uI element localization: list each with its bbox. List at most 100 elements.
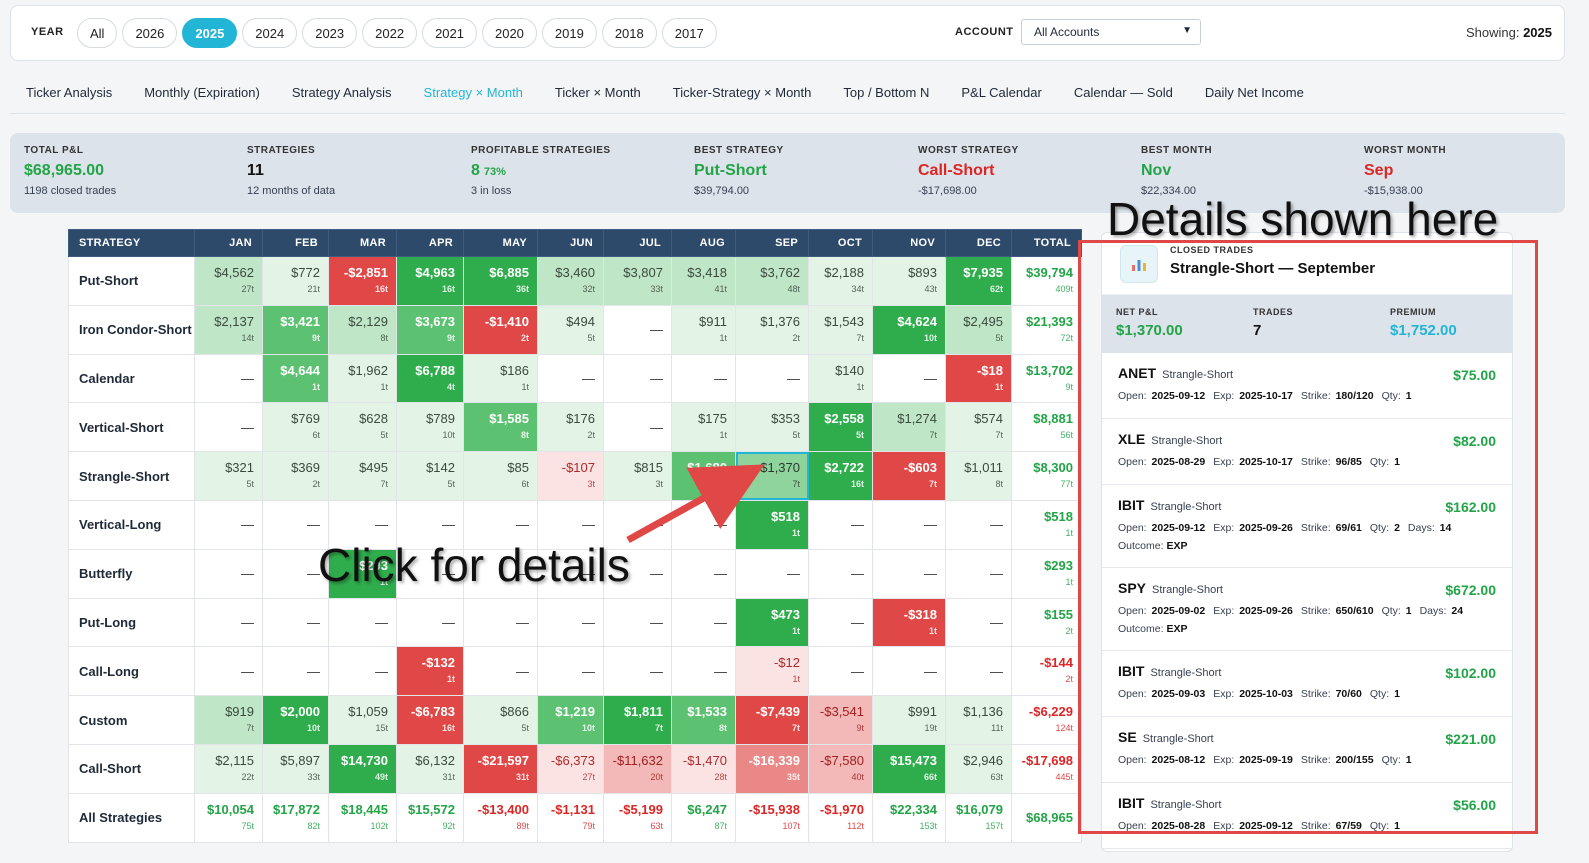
table-cell[interactable]: $3,807 33t xyxy=(603,256,672,306)
table-cell[interactable]: $6,247 87t xyxy=(671,792,736,843)
table-cell[interactable]: $574 7t xyxy=(945,402,1012,453)
table-cell[interactable]: $85 6t xyxy=(463,451,538,501)
table-cell[interactable]: -$5,199 63t xyxy=(603,792,672,843)
table-cell[interactable]: -$6,783 16t xyxy=(396,695,464,745)
table-cell[interactable]: $1,059 15t xyxy=(328,695,397,745)
table-cell[interactable]: $628 5t xyxy=(328,402,397,453)
year-pill-2024[interactable]: 2024 xyxy=(242,18,298,48)
table-cell[interactable]: $1,811 7t xyxy=(603,695,672,745)
table-cell[interactable]: $1,962 1t xyxy=(328,353,397,404)
table-cell[interactable]: $6,788 4t xyxy=(396,353,464,404)
table-cell[interactable]: $1,219 10t xyxy=(537,695,604,745)
tab-top-bottom-n[interactable]: Top / Bottom N xyxy=(843,85,930,100)
tab-ticker-analysis[interactable]: Ticker Analysis xyxy=(26,85,113,100)
table-cell[interactable]: $3,418 41t xyxy=(671,256,736,306)
table-cell[interactable]: $789 10t xyxy=(396,402,464,453)
table-cell[interactable]: $1,585 8t xyxy=(463,402,538,453)
table-cell[interactable]: -$7,439 7t xyxy=(735,695,809,745)
table-cell[interactable]: $175 1t xyxy=(671,402,736,453)
year-pill-2018[interactable]: 2018 xyxy=(601,18,657,48)
table-cell[interactable]: $176 2t xyxy=(537,402,604,453)
table-cell[interactable]: $1,533 8t xyxy=(671,695,736,745)
table-cell[interactable]: -$2,851 16t xyxy=(328,256,397,306)
table-cell[interactable]: $2,115 22t xyxy=(194,743,263,794)
account-select[interactable]: All Accounts ▼ xyxy=(1021,19,1201,45)
table-cell[interactable]: $3,421 9t xyxy=(262,304,329,355)
table-cell[interactable]: $815 3t xyxy=(603,451,672,501)
year-pill-2019[interactable]: 2019 xyxy=(541,18,597,48)
year-pill-2025[interactable]: 2025 xyxy=(182,18,238,48)
table-cell[interactable]: $22,334 153t xyxy=(872,792,946,843)
table-cell[interactable]: $772 21t xyxy=(262,256,329,306)
table-cell[interactable]: $1,136 11t xyxy=(945,695,1012,745)
table-cell[interactable]: $3,762 48t xyxy=(735,256,809,306)
tab-daily-net-income[interactable]: Daily Net Income xyxy=(1204,85,1304,100)
table-cell[interactable]: -$1,470 28t xyxy=(671,743,736,794)
trade-item[interactable]: XLE Strangle-Short $82.00 Open: 2025-08-29 E… xyxy=(1102,419,1512,485)
table-cell[interactable]: $1,370 7t xyxy=(735,451,809,501)
table-cell[interactable]: -$132 1t xyxy=(396,646,464,697)
table-cell[interactable]: $16,079 157t xyxy=(945,792,1012,843)
table-cell[interactable]: $991 19t xyxy=(872,695,946,745)
trade-item[interactable]: SE Strangle-Short $221.00 Open: 2025-08-12 E… xyxy=(1102,717,1512,783)
table-cell[interactable]: -$1,410 2t xyxy=(463,304,538,355)
table-cell[interactable]: $2,000 10t xyxy=(262,695,329,745)
table-cell[interactable]: $14,730 49t xyxy=(328,743,397,794)
table-cell[interactable]: -$603 7t xyxy=(872,451,946,501)
table-cell[interactable]: -$318 1t xyxy=(872,597,946,648)
table-cell[interactable]: $5,897 33t xyxy=(262,743,329,794)
table-cell[interactable]: $1,011 8t xyxy=(945,451,1012,501)
table-cell[interactable]: $4,644 1t xyxy=(262,353,329,404)
table-cell[interactable]: -$15,938 107t xyxy=(735,792,809,843)
table-cell[interactable]: -$11,632 20t xyxy=(603,743,672,794)
tab-ticker-strategy-month[interactable]: Ticker-Strategy × Month xyxy=(672,85,812,100)
table-cell[interactable]: $1,543 7t xyxy=(808,304,873,355)
table-cell[interactable]: -$1,131 79t xyxy=(537,792,604,843)
table-cell[interactable]: $353 5t xyxy=(735,402,809,453)
year-pill-2020[interactable]: 2020 xyxy=(481,18,537,48)
table-cell[interactable]: $17,872 82t xyxy=(262,792,329,843)
table-cell[interactable]: $140 1t xyxy=(808,353,873,404)
table-cell[interactable]: $1,680 3t xyxy=(671,451,736,501)
trade-item[interactable]: IBIT Strangle-Short $102.00 Open: 2025-09-0… xyxy=(1102,651,1512,717)
table-cell[interactable]: $142 5t xyxy=(396,451,464,501)
trade-item[interactable]: IBIT Strangle-Short $162.00 Open: 2025-09-1… xyxy=(1102,485,1512,568)
tab-calendar-sold[interactable]: Calendar — Sold xyxy=(1073,85,1173,100)
table-cell[interactable]: $2,137 14t xyxy=(194,304,263,355)
year-pill-all[interactable]: All xyxy=(77,18,118,48)
table-cell[interactable]: $10,054 75t xyxy=(194,792,263,843)
table-cell[interactable]: $769 6t xyxy=(262,402,329,453)
table-cell[interactable]: $919 7t xyxy=(194,695,263,745)
table-cell[interactable]: $4,562 27t xyxy=(194,256,263,306)
table-cell[interactable]: -$21,597 31t xyxy=(463,743,538,794)
table-cell[interactable]: $2,558 5t xyxy=(808,402,873,453)
table-cell[interactable]: $1,274 7t xyxy=(872,402,946,453)
trade-item[interactable]: IBIT Strangle-Short $56.00 Open: 2025-08-28… xyxy=(1102,783,1512,849)
table-cell[interactable]: $911 1t xyxy=(671,304,736,355)
table-cell[interactable]: $2,129 8t xyxy=(328,304,397,355)
table-cell[interactable]: -$6,373 27t xyxy=(537,743,604,794)
table-cell[interactable]: $3,673 9t xyxy=(396,304,464,355)
tab-p-l-calendar[interactable]: P&L Calendar xyxy=(961,85,1042,100)
table-cell[interactable]: -$12 1t xyxy=(735,646,809,697)
table-cell[interactable]: $3,460 32t xyxy=(537,256,604,306)
table-cell[interactable]: $473 1t xyxy=(735,597,809,648)
table-cell[interactable]: -$1,970 112t xyxy=(808,792,873,843)
table-cell[interactable]: -$107 3t xyxy=(537,451,604,501)
year-pill-2026[interactable]: 2026 xyxy=(122,18,178,48)
table-cell[interactable]: $186 1t xyxy=(463,353,538,404)
table-cell[interactable]: $4,624 10t xyxy=(872,304,946,355)
year-pill-2017[interactable]: 2017 xyxy=(661,18,717,48)
table-cell[interactable]: -$7,580 40t xyxy=(808,743,873,794)
table-cell[interactable]: $2,188 34t xyxy=(808,256,873,306)
table-cell[interactable]: -$16,339 35t xyxy=(735,743,809,794)
table-cell[interactable]: $4,963 16t xyxy=(396,256,464,306)
table-cell[interactable]: $893 43t xyxy=(872,256,946,306)
table-cell[interactable]: $518 1t xyxy=(735,499,809,550)
table-cell[interactable]: $495 7t xyxy=(328,451,397,501)
table-cell[interactable]: -$18 1t xyxy=(945,353,1012,404)
table-cell[interactable]: $18,445 102t xyxy=(328,792,397,843)
tab-strategy-analysis[interactable]: Strategy Analysis xyxy=(291,85,392,100)
trade-item[interactable]: ANET Strangle-Short $75.00 Open: 2025-09-12… xyxy=(1102,353,1512,419)
table-cell[interactable]: -$3,541 9t xyxy=(808,695,873,745)
